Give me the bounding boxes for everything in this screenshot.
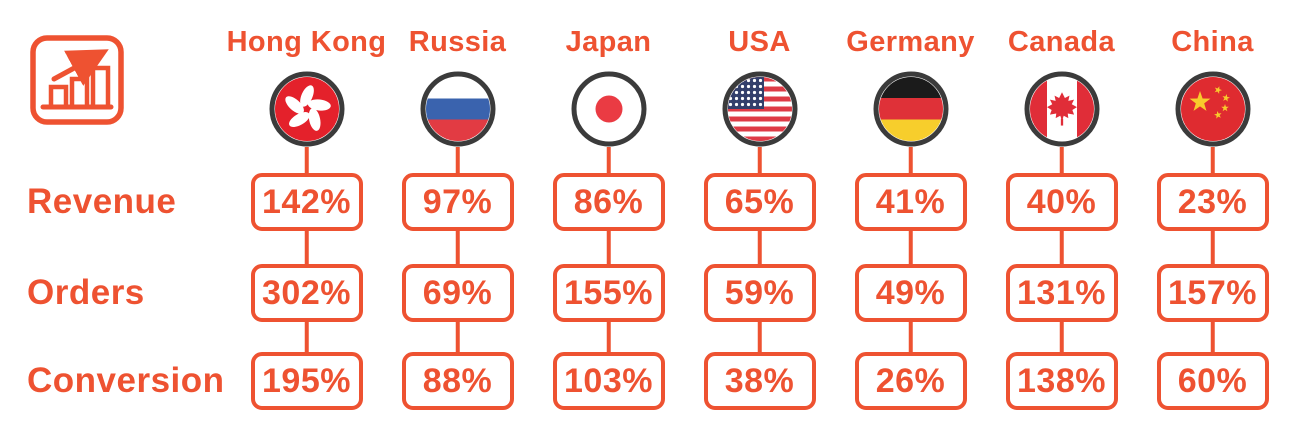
value-conversion-canada: 138% — [1005, 352, 1118, 410]
flag-canada-icon — [1024, 71, 1099, 147]
flag-china-icon — [1175, 71, 1250, 147]
value-revenue-hong-kong: 142% — [250, 173, 363, 231]
flag-germany-icon — [873, 71, 948, 147]
country-label-hong-kong: Hong Kong — [226, 26, 387, 58]
country-label-china: China — [1171, 26, 1254, 58]
value-conversion-china: 60% — [1156, 352, 1269, 410]
column-hong-kong: Hong Kong 142% 302% 195% — [227, 0, 386, 433]
value-revenue-russia: 97% — [401, 173, 514, 231]
flag-usa-icon — [722, 71, 797, 147]
value-conversion-russia: 88% — [401, 352, 514, 410]
value-revenue-japan: 86% — [552, 173, 665, 231]
value-conversion-japan: 103% — [552, 352, 665, 410]
value-conversion-hong-kong: 195% — [250, 352, 363, 410]
value-orders-china: 157% — [1156, 264, 1269, 322]
country-label-russia: Russia — [408, 26, 507, 58]
column-canada: Canada 40% 131% 138% — [986, 0, 1137, 433]
column-japan: Japan 86% 155% 103% — [533, 0, 684, 433]
flag-hong-kong-icon — [269, 71, 344, 147]
value-orders-hong-kong: 302% — [250, 264, 363, 322]
value-revenue-china: 23% — [1156, 173, 1269, 231]
value-revenue-usa: 65% — [703, 173, 816, 231]
value-orders-germany: 49% — [854, 264, 967, 322]
flag-russia-icon — [420, 71, 495, 147]
country-label-usa: USA — [728, 26, 791, 58]
country-label-japan: Japan — [565, 26, 652, 58]
column-china: China 23% 157% 60% — [1137, 0, 1288, 433]
value-orders-russia: 69% — [401, 264, 514, 322]
flag-japan-icon — [571, 71, 646, 147]
value-conversion-usa: 38% — [703, 352, 816, 410]
country-label-canada: Canada — [1007, 26, 1116, 58]
value-conversion-germany: 26% — [854, 352, 967, 410]
value-orders-usa: 59% — [703, 264, 816, 322]
country-label-germany: Germany — [846, 26, 975, 58]
value-orders-japan: 155% — [552, 264, 665, 322]
value-revenue-germany: 41% — [854, 173, 967, 231]
column-germany: Germany 41% 49% 26% — [835, 0, 986, 433]
row-label-orders: Orders — [27, 273, 145, 312]
value-revenue-canada: 40% — [1005, 173, 1118, 231]
value-orders-canada: 131% — [1005, 264, 1118, 322]
growth-chart-icon — [30, 35, 124, 125]
row-label-conversion: Conversion — [27, 361, 225, 400]
column-russia: Russia 97% 69% 88% — [382, 0, 533, 433]
column-usa: USA 65% 59% 38% — [684, 0, 835, 433]
row-label-revenue: Revenue — [27, 182, 177, 221]
